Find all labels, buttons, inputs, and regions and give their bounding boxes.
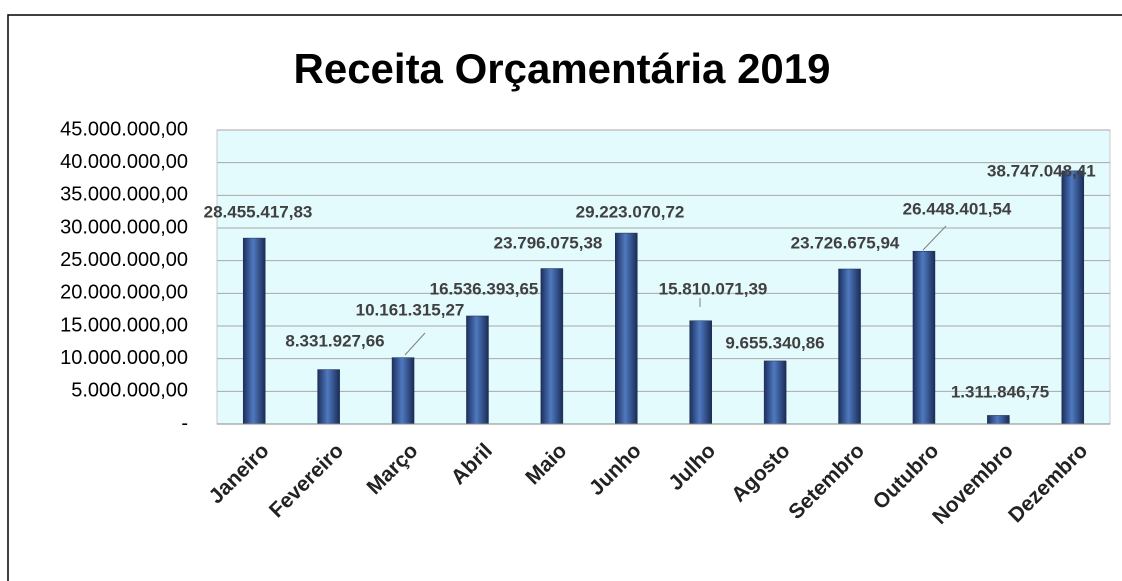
- data-label: 23.726.675,94: [791, 233, 900, 252]
- y-tick-label: 15.000.000,00: [60, 314, 188, 336]
- y-tick-label: 40.000.000,00: [60, 151, 188, 173]
- leader-line: [922, 225, 947, 251]
- data-label: 8.331.927,66: [285, 331, 384, 350]
- x-tick-label: Dezembro: [1004, 439, 1092, 527]
- data-label: 38.747.048,41: [987, 161, 1096, 180]
- bar: [912, 250, 936, 425]
- y-tick-label: 30.000.000,00: [60, 216, 188, 238]
- data-label: 1.311.846,75: [951, 382, 1049, 401]
- x-tick-label: Abril: [447, 439, 497, 489]
- y-tick-label: -: [181, 412, 188, 434]
- data-label: 15.810.071,39: [659, 279, 768, 298]
- x-tick-label: Maio: [521, 439, 571, 489]
- y-tick-label: 35.000.000,00: [60, 184, 188, 206]
- bar: [615, 232, 638, 425]
- data-label: 9.655.340,86: [725, 333, 824, 352]
- leader-line: [404, 332, 426, 356]
- x-tick-label: Junho: [585, 439, 646, 500]
- y-tick-label: 20.000.000,00: [60, 282, 188, 304]
- bar: [391, 357, 415, 425]
- data-label: 28.455.417,83: [204, 202, 313, 221]
- y-tick-label: 10.000.000,00: [60, 347, 188, 369]
- plot-area: [216, 129, 1111, 425]
- bar: [987, 415, 1010, 425]
- data-label: 10.161.315,27: [356, 300, 465, 319]
- data-label: 29.223.070,72: [576, 202, 685, 221]
- bar: [1061, 170, 1085, 425]
- bar: [689, 320, 712, 425]
- y-tick-label: 25.000.000,00: [60, 249, 188, 271]
- data-label: 23.796.075,38: [494, 233, 603, 252]
- x-tick-label: Março: [362, 439, 422, 499]
- x-tick-label: Fevereiro: [265, 439, 348, 522]
- bar: [317, 369, 340, 425]
- bar: [763, 360, 787, 425]
- bar: [466, 315, 489, 425]
- data-label: 26.448.401,54: [903, 199, 1012, 218]
- chart-border: [7, 14, 1122, 581]
- x-tick-label: Setembro: [784, 439, 869, 524]
- data-label: 16.536.393,65: [430, 279, 539, 298]
- chart-title: Receita Orçamentária 2019: [294, 45, 831, 92]
- x-tick-label: Julho: [664, 439, 720, 495]
- y-tick-label: 45.000.000,00: [60, 118, 188, 140]
- x-tick-label: Agosto: [727, 439, 794, 506]
- y-tick-label: 5.000.000,00: [71, 380, 188, 402]
- x-tick-label: Outubro: [869, 439, 944, 514]
- bar: [242, 237, 266, 425]
- x-tick-label: Janeiro: [205, 439, 274, 508]
- x-tick-label: Novembro: [928, 439, 1018, 529]
- bar: [540, 268, 564, 425]
- bar: [838, 268, 861, 425]
